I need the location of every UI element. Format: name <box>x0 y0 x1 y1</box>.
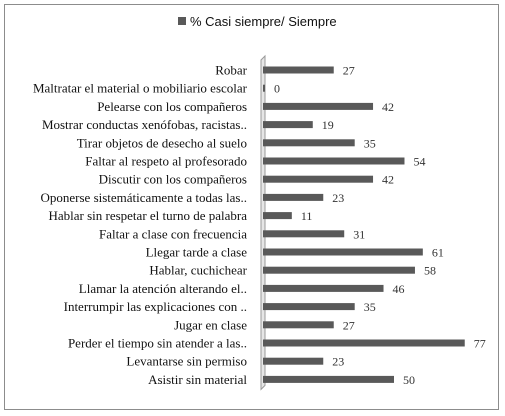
bar <box>263 284 384 292</box>
category-label: Jugar en clase <box>174 317 247 332</box>
category-label: Interrumpir las explicaciones con .. <box>64 299 247 314</box>
bar <box>263 339 465 347</box>
value-label: 27 <box>343 318 355 332</box>
value-label: 77 <box>474 337 486 351</box>
legend: % Casi siempre/ Siempre <box>178 14 337 29</box>
bar <box>263 175 374 183</box>
category-label: Faltar a clase con frecuencia <box>99 226 247 241</box>
category-label: Oponerse sistemáticamente a todas las.. <box>41 190 248 205</box>
bar <box>263 66 334 74</box>
value-label: 0 <box>274 82 280 96</box>
category-label: Perder el tiempo sin atender a las.. <box>68 336 247 351</box>
value-label: 27 <box>343 64 355 78</box>
bar <box>263 266 415 274</box>
value-label: 23 <box>332 355 344 369</box>
category-label: Tirar objetos de desecho al suelo <box>77 135 247 150</box>
category-label: Discutir con los compañeros <box>99 172 247 187</box>
bar <box>263 193 324 201</box>
bar <box>263 212 292 220</box>
bar <box>263 321 334 329</box>
value-label: 46 <box>393 282 405 296</box>
category-label: Faltar al respeto al profesorado <box>85 154 247 169</box>
bar <box>263 357 324 365</box>
value-label: 42 <box>382 173 394 187</box>
category-label: Mostrar conductas xenófobas, racistas.. <box>42 117 247 132</box>
value-labels: 27 0 42 19 35 54 42 23 11 31 61 58 46 35 27 77 23 50 <box>274 64 486 387</box>
category-label: Levantarse sin permiso <box>126 354 247 369</box>
value-label: 42 <box>382 100 394 114</box>
value-label: 58 <box>424 264 436 278</box>
bar <box>263 102 374 110</box>
category-label: Robar <box>215 63 247 78</box>
category-label: Asistir sin material <box>148 372 247 387</box>
value-label: 23 <box>332 191 344 205</box>
bar <box>263 121 313 129</box>
legend-swatch <box>178 17 186 25</box>
bar <box>263 139 355 147</box>
category-label: Hablar sin respetar el turno de palabra <box>48 208 247 223</box>
category-label: Hablar, cuchichear <box>149 263 247 278</box>
legend-label: % Casi siempre/ Siempre <box>190 14 337 29</box>
category-label: Maltratar el material o mobiliario escol… <box>33 81 248 96</box>
value-label: 54 <box>413 155 425 169</box>
value-label: 35 <box>364 136 376 150</box>
value-label: 19 <box>322 118 334 132</box>
bar <box>263 248 423 256</box>
bar <box>263 84 265 92</box>
bar <box>263 230 345 238</box>
bar <box>263 375 394 383</box>
value-label: 61 <box>432 246 444 260</box>
category-label: Llamar la atención alterando el.. <box>79 281 247 296</box>
value-label: 50 <box>403 373 415 387</box>
category-labels: Robar Maltratar el material o mobiliario … <box>33 63 248 387</box>
bar <box>263 303 355 311</box>
value-label: 31 <box>353 227 365 241</box>
value-label: 35 <box>364 300 376 314</box>
category-label: Llegar tarde a clase <box>146 245 248 260</box>
value-label: 11 <box>301 209 313 223</box>
bar <box>263 157 405 165</box>
category-label: Pelearse con los compañeros <box>97 99 247 114</box>
bars <box>263 66 465 383</box>
